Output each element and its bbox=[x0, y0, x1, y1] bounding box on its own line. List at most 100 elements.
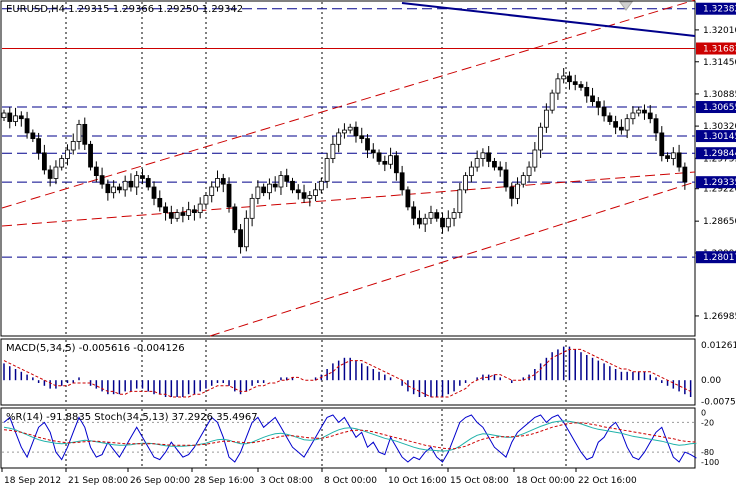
candle-up bbox=[624, 118, 630, 131]
candle-up bbox=[543, 109, 549, 128]
price-tick-label: 1.31450 bbox=[703, 58, 736, 68]
osc-axis: 0-20 -80-100 bbox=[701, 408, 719, 467]
channel-mid-line[interactable] bbox=[1, 171, 696, 227]
macd-tick-label: -0.00756 bbox=[701, 397, 736, 407]
candle-up bbox=[526, 166, 532, 177]
candle-down bbox=[163, 206, 168, 214]
channel-lower-line[interactable] bbox=[209, 181, 696, 337]
candle-up bbox=[249, 197, 255, 219]
candle-down bbox=[301, 192, 307, 199]
candle-down bbox=[24, 118, 30, 134]
candle-down bbox=[99, 175, 105, 185]
candle-up bbox=[336, 132, 342, 145]
candle-up bbox=[347, 126, 353, 131]
candle-up bbox=[451, 212, 457, 219]
candle-down bbox=[417, 217, 422, 225]
candle-up bbox=[520, 175, 526, 185]
price-level-tag bbox=[696, 42, 736, 55]
candle-up bbox=[538, 126, 544, 151]
osc-tick-label: -80 bbox=[701, 448, 714, 457]
candle-down bbox=[590, 95, 595, 103]
main-panel-frame bbox=[0, 0, 696, 337]
channel-upper-line[interactable] bbox=[1, 0, 696, 209]
candle-down bbox=[295, 189, 301, 194]
candle-down bbox=[607, 115, 613, 122]
candle-down bbox=[36, 138, 42, 154]
candle-down bbox=[578, 84, 584, 88]
candle-up bbox=[515, 183, 520, 199]
candle-up bbox=[636, 109, 642, 114]
price-level-tag-label: 1.28017 bbox=[703, 253, 736, 263]
candle-up bbox=[422, 217, 428, 225]
candle-down bbox=[492, 160, 497, 168]
candle-down bbox=[261, 186, 267, 194]
candle-down bbox=[601, 106, 607, 117]
descending-trend-line[interactable] bbox=[401, 2, 696, 37]
candle-up bbox=[561, 75, 567, 80]
candle-up bbox=[111, 186, 117, 194]
candle-up bbox=[307, 195, 313, 199]
candle-down bbox=[272, 183, 278, 188]
time-tick-label: 22 Oct 16:00 bbox=[578, 476, 637, 486]
candle-down bbox=[157, 197, 163, 208]
candle-down bbox=[584, 86, 590, 97]
candle-up bbox=[457, 189, 463, 214]
arrow-marker-icon bbox=[619, 1, 633, 11]
candle-up bbox=[255, 186, 261, 199]
macd-histogram bbox=[3, 346, 692, 398]
candle-down bbox=[659, 132, 665, 157]
candle-up bbox=[480, 152, 486, 159]
candle-down bbox=[647, 112, 653, 120]
candle-up bbox=[65, 149, 70, 159]
price-axis: 1.32010 1.31450 1.30885 1.30320 1.29755 1.292… bbox=[695, 2, 736, 322]
candle-down bbox=[82, 123, 88, 145]
stoch-main-line bbox=[3, 420, 697, 452]
price-tick-label: 1.26985 bbox=[703, 312, 736, 322]
candle-up bbox=[267, 183, 272, 194]
candle-up bbox=[313, 189, 318, 196]
candle-down bbox=[382, 160, 388, 165]
candle-down bbox=[30, 132, 36, 140]
macd-label: MACD(5,34,5) -0.005616 -0.004126 bbox=[6, 343, 185, 354]
candle-up bbox=[428, 212, 434, 219]
candle-up bbox=[463, 175, 469, 191]
candle-down bbox=[393, 155, 399, 174]
candle-up bbox=[445, 217, 451, 228]
macd-tick-label: 0.012614 bbox=[701, 341, 736, 351]
osc-panel-frame bbox=[0, 407, 696, 469]
candle-up bbox=[468, 166, 474, 177]
candle-down bbox=[47, 169, 53, 179]
candle-up bbox=[532, 149, 538, 168]
candle-up bbox=[278, 175, 284, 188]
macd-signal-line bbox=[3, 348, 691, 398]
candle-down bbox=[613, 121, 619, 128]
candle-down bbox=[180, 212, 186, 216]
candle-down bbox=[665, 155, 670, 159]
price-tick-label: 1.30885 bbox=[703, 90, 736, 100]
candle-up bbox=[13, 115, 18, 122]
osc-grid bbox=[2, 409, 695, 467]
price-level-tag bbox=[696, 176, 736, 189]
time-tick-label: 26 Sep 00:00 bbox=[130, 476, 190, 486]
candle-up bbox=[630, 112, 636, 120]
time-tick-label: 18 Oct 00:00 bbox=[516, 476, 575, 486]
candle-up bbox=[209, 186, 215, 196]
trend-lines[interactable] bbox=[1, 0, 696, 337]
candle-down bbox=[618, 126, 624, 131]
macd-panel-frame bbox=[0, 338, 696, 406]
candle-down bbox=[359, 135, 365, 140]
price-tick-label: 1.28650 bbox=[703, 217, 736, 227]
candle-up bbox=[53, 166, 59, 179]
candle-down bbox=[88, 143, 93, 168]
candle-up bbox=[76, 123, 82, 142]
candle-down bbox=[399, 172, 405, 191]
candle-down bbox=[497, 166, 503, 171]
candle-up bbox=[474, 158, 480, 168]
candle-down bbox=[365, 138, 370, 151]
price-tick-label: 1.30320 bbox=[703, 122, 736, 132]
candle-down bbox=[140, 175, 145, 179]
candle-up bbox=[174, 212, 180, 219]
candle-down bbox=[220, 178, 226, 185]
candle-up bbox=[1, 112, 7, 118]
